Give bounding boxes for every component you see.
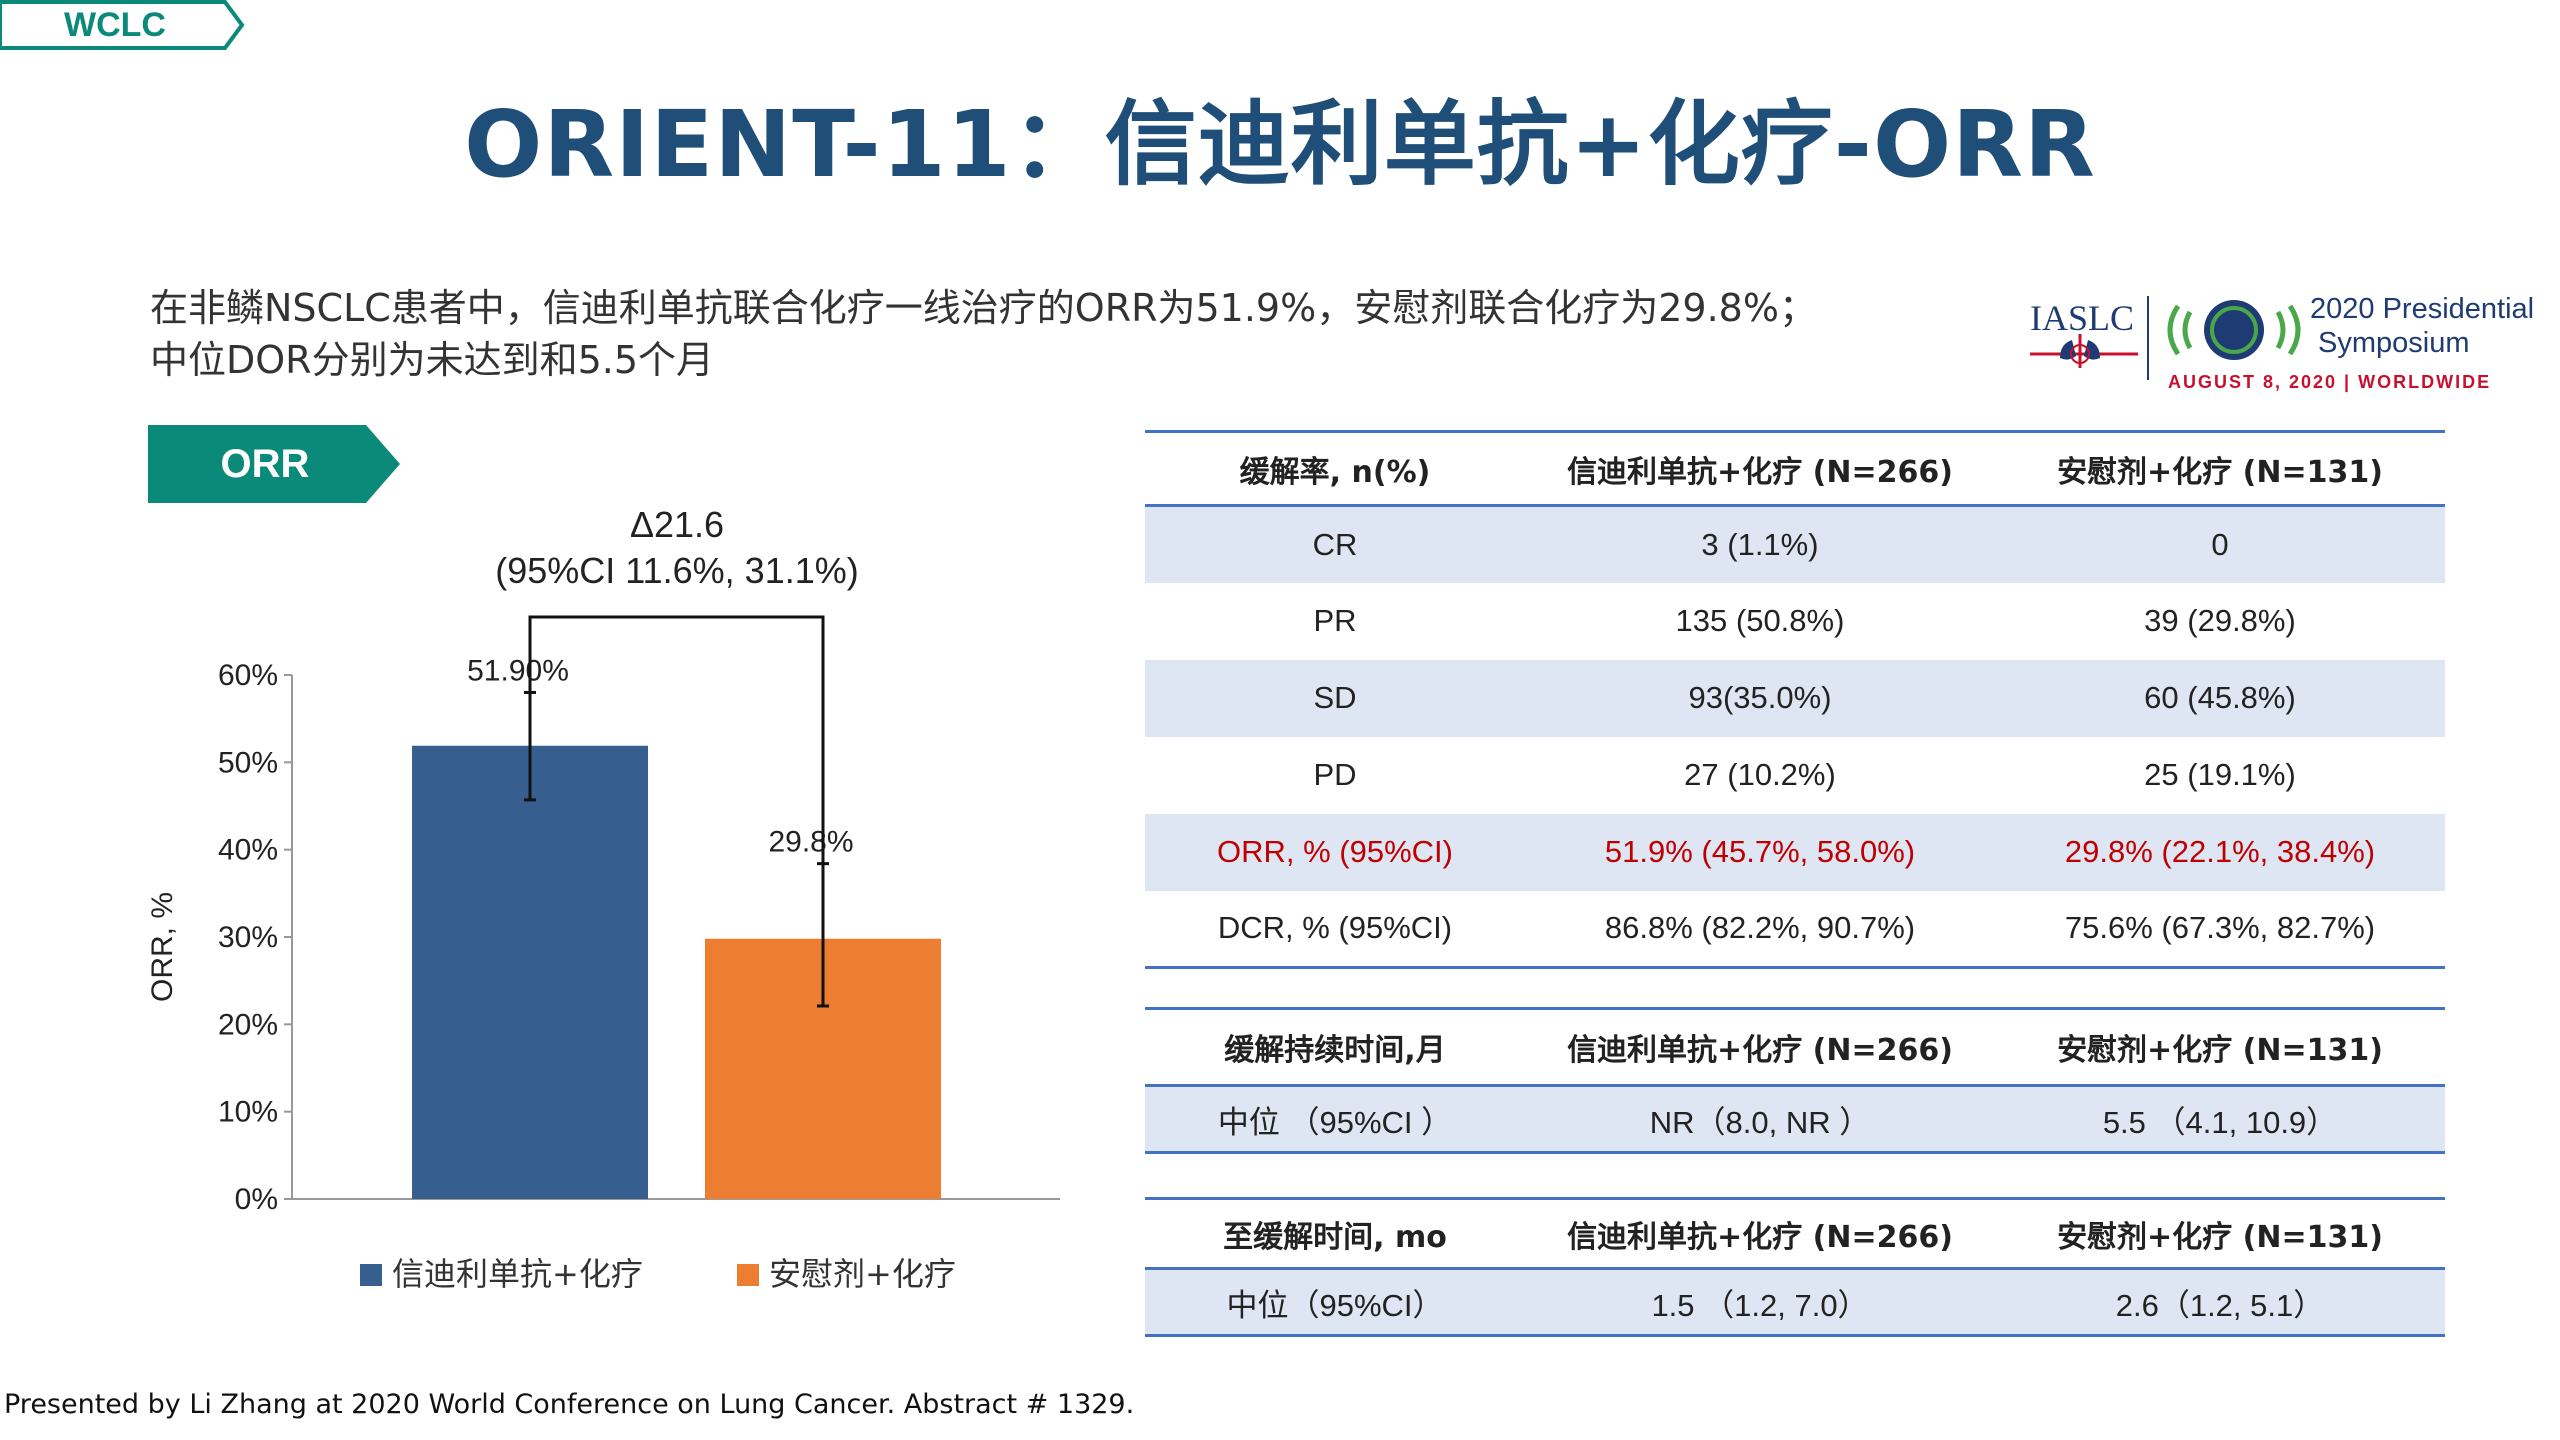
ttr-table-header: 至缓解时间, mo 信迪利单抗+化疗 (N=266) 安慰剂+化疗 (N=131…: [1145, 1199, 2445, 1269]
y-axis-title: ORR, %: [146, 892, 179, 1002]
table-cell: 86.8% (82.2%, 90.7%): [1604, 910, 1916, 946]
header-sintilimab: 信迪利单抗+化疗 (N=266): [1567, 1219, 1953, 1255]
legend: 信迪利单抗+化疗 安慰剂+化疗: [360, 1255, 956, 1293]
logo-line-2: Symposium: [2318, 327, 2470, 359]
lungs-icon: [2030, 334, 2138, 368]
y-tick-label: 0%: [235, 1183, 278, 1216]
data-label-series-1: 51.90%: [467, 654, 569, 687]
header-sintilimab: 信迪利单抗+化疗 (N=266): [1567, 454, 1953, 490]
footer-credit: Presented by Li Zhang at 2020 World Conf…: [4, 1389, 1135, 1420]
orr-bar-chart: 0% 10% 20% 30% 40% 50% 60% 51.90% 29.8% Δ21.6 (…: [130, 500, 1090, 1320]
legend-label-series-1: 信迪利单抗+化疗: [392, 1255, 643, 1293]
table-cell: 0: [2211, 526, 2229, 562]
logo-date: AUGUST 8, 2020 | WORLDWIDE: [2168, 372, 2491, 392]
table-row-sd: SD 93(35.0%) 60 (45.8%): [1145, 659, 2445, 737]
table-cell: 中位（95%CI）: [1226, 1287, 1444, 1323]
table-cell: CR: [1312, 526, 1358, 562]
table-row-dor-median: 中位 （95%CI ） NR（8.0, NR ） 5.5 （4.1, 10.9）: [1145, 1085, 2445, 1153]
header-dor: 缓解持续时间,月: [1224, 1033, 1446, 1068]
table-cell: ORR, % (95%CI): [1217, 834, 1453, 869]
table-cell: 75.6% (67.3%, 82.7%): [2064, 910, 2376, 946]
delta-ci-label: (95%CI 11.6%, 31.1%): [495, 550, 859, 591]
table-cell: 25 (19.1%): [2144, 757, 2296, 792]
bars: 51.90% 29.8%: [412, 654, 941, 1199]
table-cell: 39 (29.8%): [2144, 603, 2296, 638]
table-row-ttr-median: 中位（95%CI） 1.5 （1.2, 7.0） 2.6（1.2, 5.1）: [1145, 1268, 2445, 1336]
orr-section-tag: ORR: [148, 425, 403, 503]
table-cell: 1.5 （1.2, 7.0）: [1651, 1287, 1869, 1323]
legend-swatch-series-2: [737, 1264, 759, 1286]
globe-icon: [2167, 300, 2301, 360]
legend-swatch-series-1: [360, 1264, 382, 1286]
wclc-tag: WCLC: [0, 0, 245, 50]
table-cell: SD: [1313, 680, 1357, 715]
table-cell: 60 (45.8%): [2144, 680, 2296, 715]
header-placebo: 安慰剂+化疗 (N=131): [2057, 1033, 2383, 1068]
table-cell: 2.6（1.2, 5.1）: [2115, 1287, 2325, 1323]
dor-table-header: 缓解持续时间,月 信迪利单抗+化疗 (N=266) 安慰剂+化疗 (N=131): [1145, 1009, 2445, 1086]
slide-title: ORIENT-11：信迪利单抗+化疗-ORR: [464, 91, 2096, 198]
bar-series-1: [412, 745, 648, 1199]
summary-line-1: 在非鳞NSCLC患者中，信迪利单抗联合化疗一线治疗的ORR为51.9%，安慰剂联…: [150, 286, 1817, 330]
response-table: 缓解率, n(%) 信迪利单抗+化疗 (N=266) 安慰剂+化疗 (N=131…: [1145, 430, 2445, 969]
y-tick-label: 30%: [218, 921, 278, 954]
header-ttr: 至缓解时间, mo: [1223, 1219, 1447, 1255]
wclc-tag-shape: WCLC: [0, 0, 245, 50]
delta-label: Δ21.6: [630, 504, 724, 545]
header-placebo: 安慰剂+化疗 (N=131): [2057, 1219, 2383, 1255]
orr-tag-text: ORR: [221, 442, 310, 486]
header-response: 缓解率, n(%): [1239, 454, 1431, 490]
summary-text: 在非鳞NSCLC患者中，信迪利单抗联合化疗一线治疗的ORR为51.9%，安慰剂联…: [150, 282, 1970, 386]
table-cell: PD: [1313, 757, 1357, 792]
table-cell: 中位 （95%CI ）: [1217, 1104, 1453, 1140]
header-sintilimab: 信迪利单抗+化疗 (N=266): [1567, 1033, 1953, 1068]
header-placebo: 安慰剂+化疗 (N=131): [2057, 454, 2383, 490]
table-row-cr: CR 3 (1.1%) 0: [1145, 505, 2445, 583]
summary-line-2: 中位DOR分别为未达到和5.5个月: [150, 338, 715, 382]
data-label-series-2: 29.8%: [768, 826, 853, 859]
y-tick-label: 20%: [218, 1008, 278, 1041]
iaslc-presidential-logo: IASLC 2020 Presidential Symposium AUGUST…: [2028, 288, 2560, 398]
table-cell: 51.9% (45.7%, 58.0%): [1604, 834, 1916, 869]
table-cell: 5.5 （4.1, 10.9）: [2102, 1104, 2338, 1140]
dor-table: 缓解持续时间,月 信迪利单抗+化疗 (N=266) 安慰剂+化疗 (N=131)…: [1145, 1007, 2445, 1154]
logo-line-1: 2020 Presidential: [2310, 293, 2534, 325]
table-cell: 3 (1.1%): [1701, 526, 1819, 562]
table-cell: 135 (50.8%): [1675, 603, 1845, 638]
table-row-orr: ORR, % (95%CI) 51.9% (45.7%, 58.0%) 29.8…: [1145, 813, 2445, 891]
y-tick-label: 40%: [218, 834, 278, 867]
y-tick-label: 60%: [218, 659, 278, 692]
table-row-pd: PD 27 (10.2%) 25 (19.1%): [1145, 737, 2445, 814]
table-row-dcr: DCR, % (95%CI) 86.8% (82.2%, 90.7%) 75.6…: [1145, 891, 2445, 968]
table-cell: 93(35.0%): [1688, 680, 1832, 715]
ttr-table: 至缓解时间, mo 信迪利单抗+化疗 (N=266) 安慰剂+化疗 (N=131…: [1145, 1197, 2445, 1337]
y-tick-label: 50%: [218, 746, 278, 779]
table-cell: 27 (10.2%): [1684, 757, 1836, 792]
response-table-header: 缓解率, n(%) 信迪利单抗+化疗 (N=266) 安慰剂+化疗 (N=131…: [1145, 432, 2445, 506]
wclc-tag-text: WCLC: [64, 6, 166, 44]
table-cell: DCR, % (95%CI): [1217, 910, 1453, 946]
orr-chart-svg: 0% 10% 20% 30% 40% 50% 60% 51.90% 29.8% Δ21.6 (…: [146, 504, 1060, 1293]
table-row-pr: PR 135 (50.8%) 39 (29.8%): [1145, 583, 2445, 660]
difference-bracket: [528, 615, 825, 864]
difference-annotation: Δ21.6 (95%CI 11.6%, 31.1%): [495, 504, 859, 864]
table-cell: PR: [1313, 603, 1357, 638]
y-tick-label: 10%: [218, 1096, 278, 1129]
table-cell: NR（8.0, NR ）: [1649, 1104, 1871, 1140]
legend-label-series-2: 安慰剂+化疗: [769, 1255, 956, 1293]
logo-org: IASLC: [2030, 298, 2134, 338]
table-cell: 29.8% (22.1%, 38.4%): [2064, 834, 2376, 869]
